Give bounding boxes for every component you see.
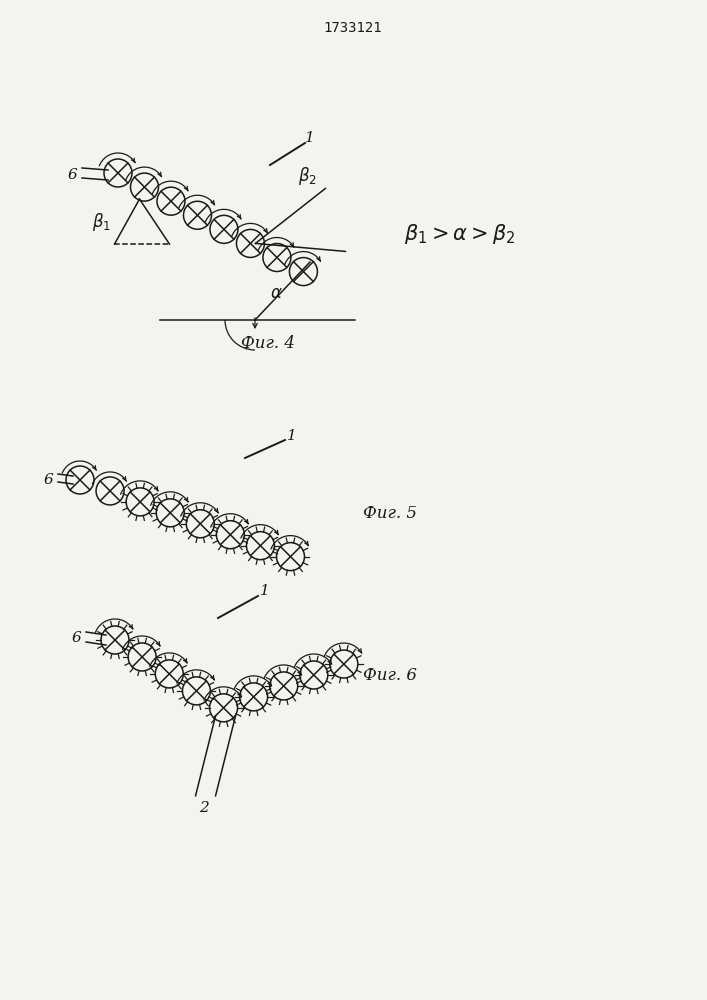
Text: Фиг. 4: Фиг. 4 <box>241 335 295 352</box>
Text: Фиг. 5: Фиг. 5 <box>363 505 417 522</box>
Text: 6: 6 <box>71 631 81 645</box>
Text: Фиг. 6: Фиг. 6 <box>363 667 417 684</box>
Text: $\beta_1$: $\beta_1$ <box>92 211 111 233</box>
Text: 1: 1 <box>287 429 297 443</box>
Text: $\beta_1>\alpha>\beta_2$: $\beta_1>\alpha>\beta_2$ <box>404 222 515 246</box>
Text: 1733121: 1733121 <box>324 21 382 35</box>
Text: $\beta_2$: $\beta_2$ <box>298 165 317 187</box>
Text: 6: 6 <box>43 473 53 487</box>
Text: $\alpha$: $\alpha$ <box>270 285 283 302</box>
Text: 6: 6 <box>67 168 77 182</box>
Text: 1: 1 <box>305 131 315 145</box>
Text: 1: 1 <box>260 584 270 598</box>
Text: 2: 2 <box>199 801 209 815</box>
